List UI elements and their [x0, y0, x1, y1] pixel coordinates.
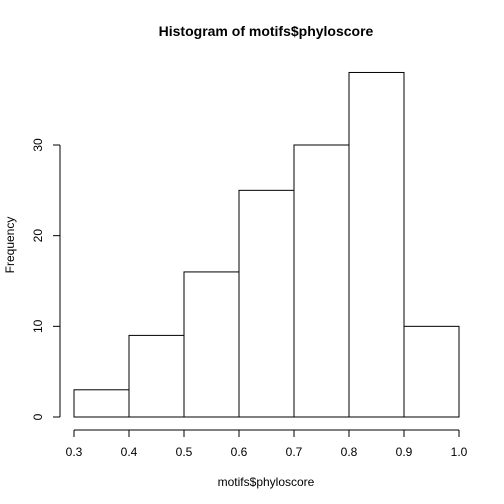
x-tick-label: 0.3: [66, 445, 83, 459]
y-tick-label: 0: [31, 413, 45, 420]
x-axis-label: motifs$phyloscore: [218, 475, 315, 489]
chart-title: Histogram of motifs$phyloscore: [159, 23, 374, 39]
histogram-bar: [293, 144, 350, 418]
x-tick-label: 0.6: [231, 445, 248, 459]
histogram-bar: [128, 334, 185, 418]
histogram-bar: [403, 325, 460, 418]
histogram-bar: [238, 189, 295, 418]
x-tick-label: 0.8: [341, 445, 358, 459]
y-tick-label: 10: [31, 319, 45, 333]
y-tick-label: 30: [31, 138, 45, 152]
x-tick-label: 0.4: [121, 445, 138, 459]
bars-group: [73, 71, 460, 418]
y-tick-label: 20: [31, 229, 45, 243]
y-axis: 0 10 20 30: [31, 138, 61, 420]
histogram-bar: [183, 271, 240, 418]
x-axis: 0.3 0.4 0.5 0.6 0.7 0.8 0.9 1.0: [66, 429, 468, 459]
x-tick-label: 0.5: [176, 445, 193, 459]
x-tick-label: 1.0: [451, 445, 468, 459]
x-tick-label: 0.9: [396, 445, 413, 459]
histogram-bar: [348, 71, 405, 418]
y-axis-label: Frequency: [3, 217, 17, 274]
x-tick-label: 0.7: [286, 445, 303, 459]
histogram-bar: [73, 389, 130, 418]
